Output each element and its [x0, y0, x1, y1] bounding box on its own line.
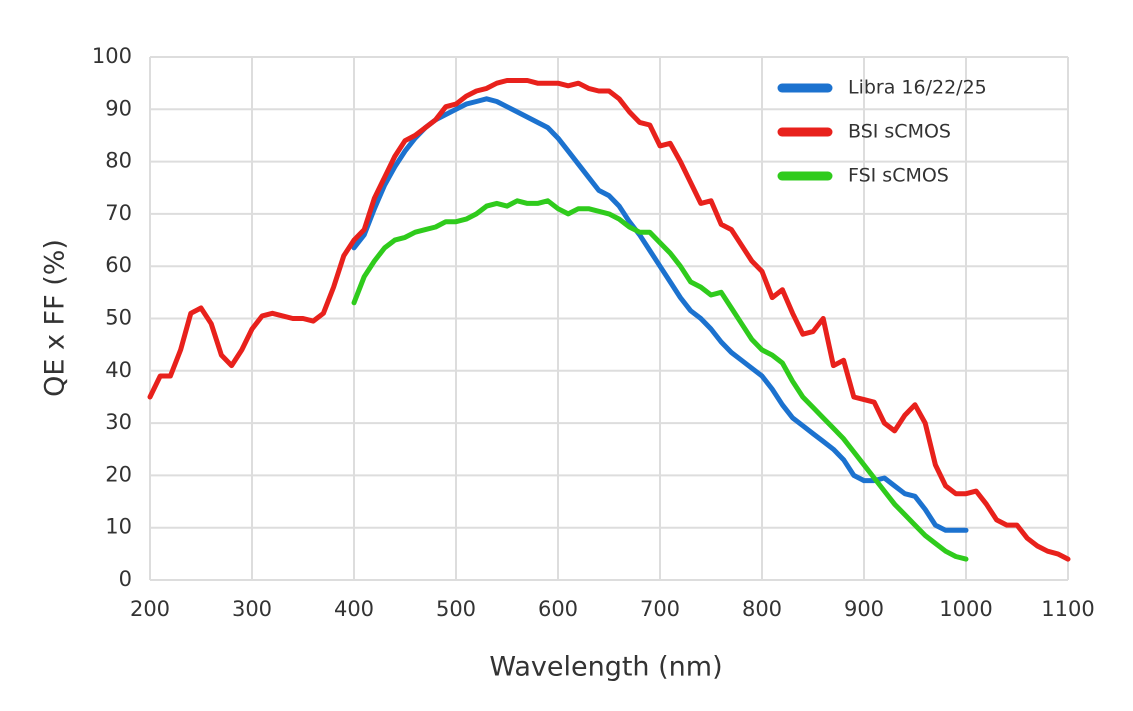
- y-tick-label: 0: [119, 567, 132, 591]
- x-tick-label: 500: [436, 597, 476, 621]
- legend-label: Libra 16/22/25: [848, 77, 987, 99]
- x-tick-label: 800: [742, 597, 782, 621]
- legend-label: BSI sCMOS: [848, 121, 951, 143]
- x-tick-label: 600: [538, 597, 578, 621]
- y-tick-label: 70: [105, 201, 132, 225]
- y-tick-label: 90: [105, 96, 132, 120]
- series-line: [351, 198, 969, 562]
- y-tick-label: 30: [105, 410, 132, 434]
- y-tick-label: 100: [92, 44, 132, 68]
- x-tick-label: 1000: [939, 597, 992, 621]
- x-tick-label: 200: [130, 597, 170, 621]
- legend-label: FSI sCMOS: [848, 165, 949, 187]
- y-tick-label: 40: [105, 358, 132, 382]
- x-tick-label: 900: [844, 597, 884, 621]
- y-tick-label: 80: [105, 149, 132, 173]
- x-tick-label: 700: [640, 597, 680, 621]
- y-tick-label: 60: [105, 253, 132, 277]
- series-line: [351, 96, 969, 533]
- y-tick-label: 10: [105, 515, 132, 539]
- x-tick-label: 1100: [1041, 597, 1094, 621]
- series-line: [147, 78, 1071, 562]
- y-tick-label: 20: [105, 462, 132, 486]
- y-axis-label: QE x FF (%): [40, 239, 71, 397]
- x-tick-label: 400: [334, 597, 374, 621]
- x-tick-label: 300: [232, 597, 272, 621]
- y-tick-label: 50: [105, 306, 132, 330]
- x-axis-label: Wavelength (nm): [489, 652, 722, 683]
